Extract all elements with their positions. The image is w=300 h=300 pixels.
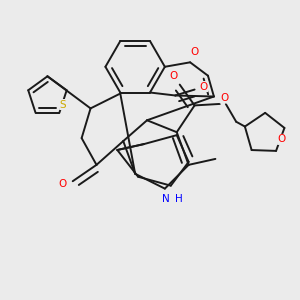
Text: S: S — [60, 100, 66, 110]
Text: O: O — [190, 47, 199, 57]
Text: O: O — [220, 93, 228, 103]
Text: H: H — [175, 194, 183, 204]
Text: O: O — [58, 179, 66, 189]
Text: N: N — [163, 194, 170, 204]
Text: O: O — [278, 134, 286, 144]
Text: O: O — [170, 71, 178, 81]
Text: O: O — [200, 82, 208, 92]
